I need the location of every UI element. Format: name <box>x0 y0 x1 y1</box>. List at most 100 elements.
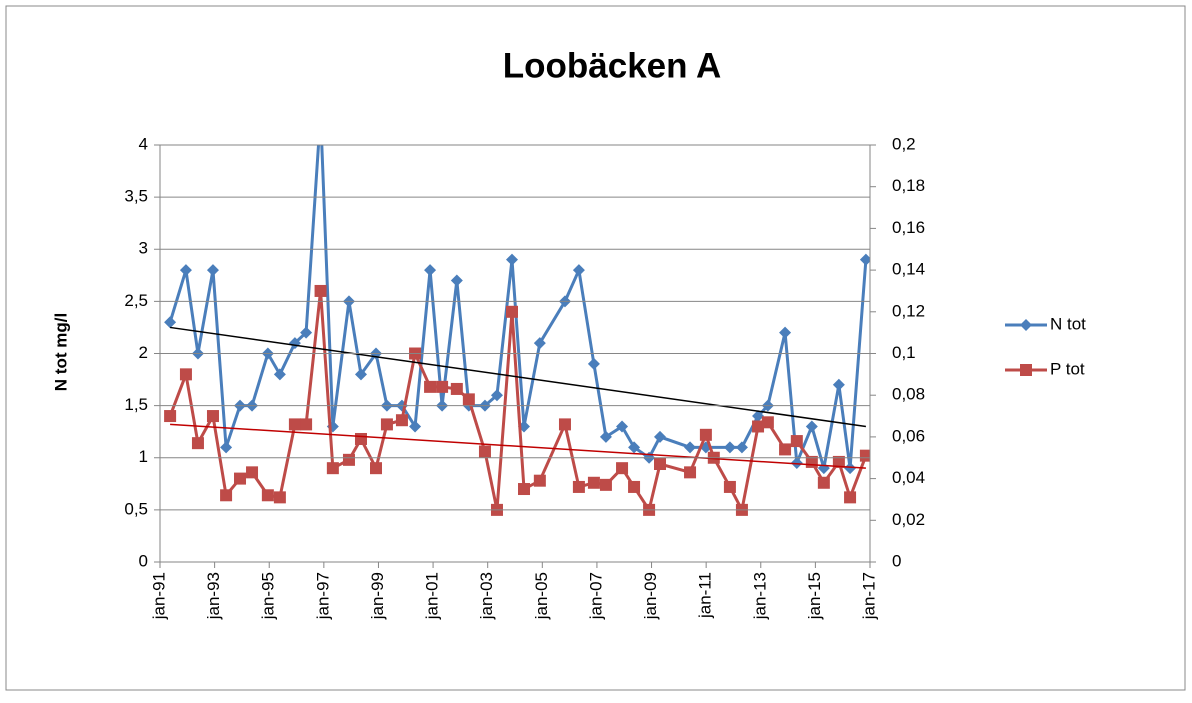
marker <box>752 420 765 433</box>
trendline <box>170 423 866 469</box>
y2-tick-label: 0,04 <box>892 468 925 487</box>
marker <box>409 420 422 433</box>
marker <box>832 455 845 468</box>
x-tick-label: jan-05 <box>532 572 551 620</box>
marker <box>684 441 697 454</box>
marker <box>587 357 600 370</box>
marker <box>300 326 313 339</box>
marker <box>424 264 437 277</box>
marker <box>859 449 870 462</box>
y-tick-label: 3,5 <box>124 187 148 206</box>
x-tick-label: jan-11 <box>696 572 715 619</box>
marker <box>164 410 177 423</box>
y-tick-label: 0,5 <box>124 499 148 518</box>
chart-frame <box>5 5 1186 691</box>
marker <box>191 437 204 450</box>
marker <box>599 430 612 443</box>
marker <box>220 441 233 454</box>
marker <box>752 410 765 423</box>
y2-tick-label: 0,02 <box>892 510 925 529</box>
marker <box>220 489 233 502</box>
marker <box>654 458 667 471</box>
marker <box>654 430 667 443</box>
y-tick-label: 1 <box>139 447 148 466</box>
marker <box>518 483 531 496</box>
marker <box>326 462 339 475</box>
marker <box>179 368 192 381</box>
y2-tick-label: 0,1 <box>892 343 916 362</box>
marker <box>805 420 818 433</box>
x-tick-label: jan-01 <box>423 572 442 620</box>
trendline <box>169 326 867 428</box>
marker <box>628 480 641 493</box>
legend-label: P tot <box>1050 359 1085 378</box>
marker <box>533 337 546 350</box>
marker <box>380 418 393 431</box>
marker <box>179 264 192 277</box>
y2-tick-label: 0,06 <box>892 426 925 445</box>
marker <box>616 462 629 475</box>
marker <box>436 380 449 393</box>
x-tick-label: jan-03 <box>477 572 496 620</box>
y2-tick-label: 0,16 <box>892 218 925 237</box>
marker <box>699 428 712 441</box>
marker <box>370 462 383 475</box>
y-tick-label: 1,5 <box>124 395 148 414</box>
marker <box>587 476 600 489</box>
y2-tick-label: 0,12 <box>892 301 925 320</box>
y-tick-label: 2 <box>139 343 148 362</box>
marker <box>354 432 367 445</box>
x-tick-label: jan-15 <box>805 572 824 620</box>
marker <box>761 416 774 429</box>
y2-tick-label: 0,08 <box>892 385 925 404</box>
marker <box>478 445 491 458</box>
y-tick-label: 2,5 <box>124 291 148 310</box>
x-tick-label: jan-09 <box>641 572 660 620</box>
x-tick-label: jan-95 <box>259 572 278 620</box>
marker <box>206 410 219 423</box>
marker <box>395 414 408 427</box>
x-tick-label: jan-13 <box>750 572 769 620</box>
marker <box>628 441 641 454</box>
y2-tick-label: 0 <box>892 551 901 570</box>
chart-title: Loobäcken A <box>503 46 721 85</box>
x-tick-label: jan-07 <box>586 572 605 620</box>
series-line <box>168 290 868 515</box>
marker <box>462 393 475 406</box>
marker <box>790 456 803 469</box>
marker <box>288 418 301 431</box>
y-tick-label: 4 <box>139 134 148 153</box>
marker <box>779 326 792 339</box>
marker <box>450 382 463 395</box>
legend-label: N tot <box>1050 314 1086 333</box>
marker <box>558 418 571 431</box>
x-tick-label: jan-17 <box>859 572 878 620</box>
y2-tick-label: 0,2 <box>892 134 916 153</box>
marker <box>533 474 546 487</box>
marker <box>1020 319 1032 331</box>
marker <box>246 466 259 479</box>
marker <box>164 316 177 329</box>
marker <box>1020 364 1032 376</box>
marker <box>342 453 355 466</box>
marker <box>790 435 803 448</box>
marker <box>273 368 286 381</box>
y-axis-label: N tot mg/l <box>51 313 70 391</box>
marker <box>273 491 286 504</box>
marker <box>779 443 792 456</box>
marker <box>505 253 518 266</box>
marker <box>572 264 585 277</box>
marker <box>234 472 247 485</box>
marker <box>684 466 697 479</box>
marker <box>735 441 748 454</box>
y-tick-label: 0 <box>139 551 148 570</box>
x-tick-label: jan-93 <box>204 572 223 620</box>
marker <box>206 264 219 277</box>
marker <box>616 420 629 433</box>
x-tick-label: jan-91 <box>149 572 168 620</box>
marker <box>844 462 857 475</box>
marker <box>723 480 736 493</box>
marker <box>859 253 870 266</box>
